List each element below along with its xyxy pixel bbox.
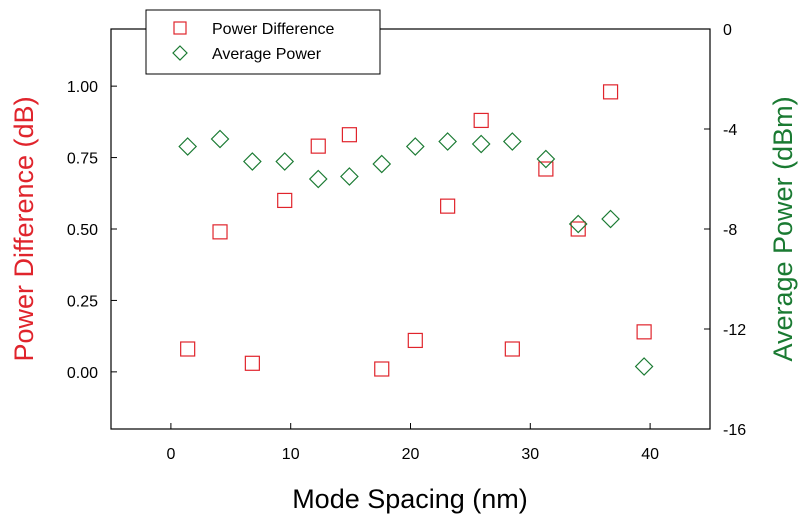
power-difference-point [180,341,196,357]
left-y-axis-title: Power Difference (dB) [9,96,39,361]
legend-box [145,9,381,75]
power-difference-point [341,127,358,143]
power-difference-point [473,112,489,129]
power-difference-point [374,361,390,377]
average-power-point [210,129,230,149]
power-difference-point [570,221,586,237]
left-y-tick-label: 0.25 [67,293,98,310]
average-power-point [275,152,295,171]
average-power-point [243,152,262,171]
legend-label-power-difference: Power Difference [212,21,335,38]
power-difference-point [277,192,293,209]
x-tick-label: 10 [282,446,300,463]
right-y-tick-label: -16 [723,422,746,439]
power-difference-point [636,324,652,340]
right-y-axis-title: Average Power (dBm) [768,96,798,361]
power-difference-point [504,341,520,357]
right-y-tick-label: -8 [723,222,737,239]
average-power-point [634,357,654,376]
power-difference-point [310,138,326,154]
left-y-tick-label: 0.50 [67,222,98,239]
power-difference-point [407,332,423,349]
x-axis-title: Mode Spacing (nm) [292,484,528,514]
right-y-tick-label: -4 [723,122,737,139]
left-y-tick-label: 1.00 [67,79,98,96]
left-y-tick-label: 0.75 [67,151,98,168]
left-y-tick-label: 0.00 [67,365,98,382]
right-y-axis-ticks: 0 -4 -8 -12 -16 [704,22,746,439]
legend-square-marker [173,21,187,35]
average-power-point [340,167,359,186]
power-difference-point [212,224,228,240]
x-tick-label: 30 [521,446,539,463]
average-power-point [471,134,491,154]
average-power-point [178,137,198,156]
power-difference-point [244,355,260,371]
x-tick-label: 0 [166,446,175,463]
average-power-point [568,214,588,234]
data-markers [178,84,654,377]
average-power-point [536,149,556,169]
legend: Power Difference Average Power [145,9,381,75]
right-y-tick-label: -12 [723,322,746,339]
average-power-point [405,137,425,156]
power-difference-point [440,198,456,214]
power-difference-point [538,161,554,177]
average-power-point [372,154,392,174]
power-difference-point [602,84,619,100]
right-y-tick-label: 0 [723,22,732,39]
average-power-point [438,132,457,151]
average-power-point [502,132,522,151]
x-axis-ticks: 0 10 20 30 40 [166,423,659,463]
plot-area [110,28,711,430]
x-tick-label: 20 [402,446,420,463]
legend-diamond-marker [172,45,188,61]
average-power-point [308,169,328,189]
left-y-axis-ticks: 0.00 0.25 0.50 0.75 1.00 [67,79,117,382]
legend-label-average-power: Average Power [212,46,322,63]
x-tick-label: 40 [641,446,659,463]
average-power-point [601,209,620,229]
